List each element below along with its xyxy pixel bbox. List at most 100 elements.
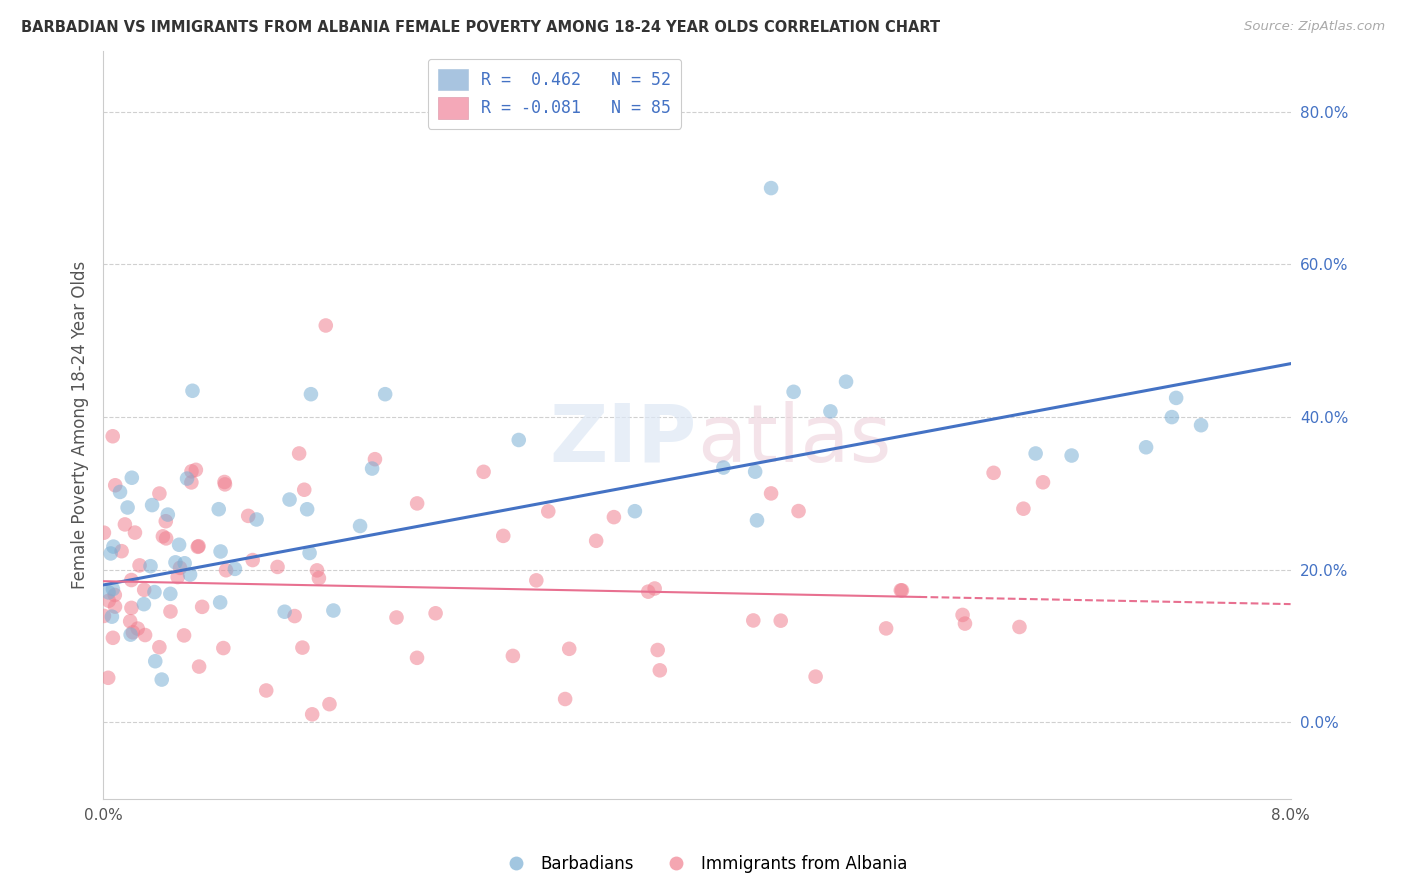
Point	[120, 600, 142, 615]
Point	[361, 461, 384, 475]
Point	[101, 631, 124, 645]
Point	[492, 529, 515, 543]
Point	[524, 574, 547, 588]
Point	[1135, 440, 1157, 454]
Point	[215, 563, 238, 577]
Point	[148, 486, 170, 500]
Point	[97, 593, 120, 607]
Point	[173, 628, 195, 642]
Point	[104, 478, 127, 492]
Point	[288, 446, 311, 460]
Point	[364, 452, 387, 467]
Point	[120, 614, 142, 628]
Legend: Barbadians, Immigrants from Albania: Barbadians, Immigrants from Albania	[492, 848, 914, 880]
Point	[273, 605, 295, 619]
Text: ZIP: ZIP	[550, 401, 697, 479]
Point	[155, 532, 177, 546]
Point	[624, 504, 647, 518]
Point	[349, 519, 371, 533]
Point	[644, 582, 666, 596]
Point	[1189, 418, 1212, 433]
Point	[152, 529, 174, 543]
Point	[305, 563, 328, 577]
Point	[603, 510, 626, 524]
Point	[308, 571, 330, 585]
Point	[891, 583, 914, 598]
Point	[214, 475, 236, 489]
Point	[104, 599, 127, 614]
Point	[374, 387, 396, 401]
Point	[1008, 620, 1031, 634]
Text: Source: ZipAtlas.com: Source: ZipAtlas.com	[1244, 20, 1385, 33]
Point	[298, 546, 321, 560]
Point	[121, 471, 143, 485]
Point	[278, 492, 301, 507]
Y-axis label: Female Poverty Among 18-24 Year Olds: Female Poverty Among 18-24 Year Olds	[72, 260, 89, 589]
Point	[120, 627, 142, 641]
Point	[100, 546, 122, 560]
Point	[165, 555, 187, 569]
Point	[180, 464, 202, 478]
Point	[101, 609, 124, 624]
Point	[103, 540, 125, 554]
Point	[759, 181, 782, 195]
Point	[472, 465, 495, 479]
Point	[180, 475, 202, 490]
Point	[508, 433, 530, 447]
Point	[134, 582, 156, 597]
Point	[143, 654, 166, 668]
Point	[117, 500, 139, 515]
Point	[745, 513, 768, 527]
Point	[782, 384, 804, 399]
Point	[315, 318, 337, 333]
Point	[299, 387, 322, 401]
Point	[166, 570, 188, 584]
Point	[209, 595, 232, 609]
Point	[134, 628, 156, 642]
Point	[787, 504, 810, 518]
Point	[141, 498, 163, 512]
Point	[128, 558, 150, 573]
Point	[108, 484, 131, 499]
Point	[742, 614, 765, 628]
Point	[322, 603, 344, 617]
Point	[101, 429, 124, 443]
Point	[245, 512, 267, 526]
Point	[184, 463, 207, 477]
Point	[318, 697, 340, 711]
Point	[208, 502, 231, 516]
Point	[209, 544, 232, 558]
Point	[406, 650, 429, 665]
Text: atlas: atlas	[697, 401, 891, 479]
Point	[537, 504, 560, 518]
Point	[181, 384, 204, 398]
Point	[983, 466, 1005, 480]
Point	[167, 538, 190, 552]
Point	[159, 605, 181, 619]
Point	[502, 648, 524, 663]
Point	[648, 663, 671, 677]
Point	[266, 560, 288, 574]
Point	[212, 641, 235, 656]
Point	[292, 483, 315, 497]
Point	[97, 585, 120, 599]
Point	[93, 608, 115, 623]
Point	[554, 692, 576, 706]
Point	[238, 508, 260, 523]
Point	[284, 609, 307, 624]
Point	[1166, 391, 1188, 405]
Point	[122, 625, 145, 640]
Text: BARBADIAN VS IMMIGRANTS FROM ALBANIA FEMALE POVERTY AMONG 18-24 YEAR OLDS CORREL: BARBADIAN VS IMMIGRANTS FROM ALBANIA FEM…	[21, 20, 941, 35]
Point	[132, 597, 155, 611]
Point	[110, 544, 132, 558]
Point	[647, 643, 669, 657]
Point	[169, 561, 191, 575]
Point	[558, 641, 581, 656]
Point	[1060, 449, 1083, 463]
Point	[385, 610, 408, 624]
Point	[224, 562, 246, 576]
Point	[97, 671, 120, 685]
Point	[124, 525, 146, 540]
Legend: R =  0.462   N = 52, R = -0.081   N = 85: R = 0.462 N = 52, R = -0.081 N = 85	[427, 59, 681, 128]
Point	[159, 587, 181, 601]
